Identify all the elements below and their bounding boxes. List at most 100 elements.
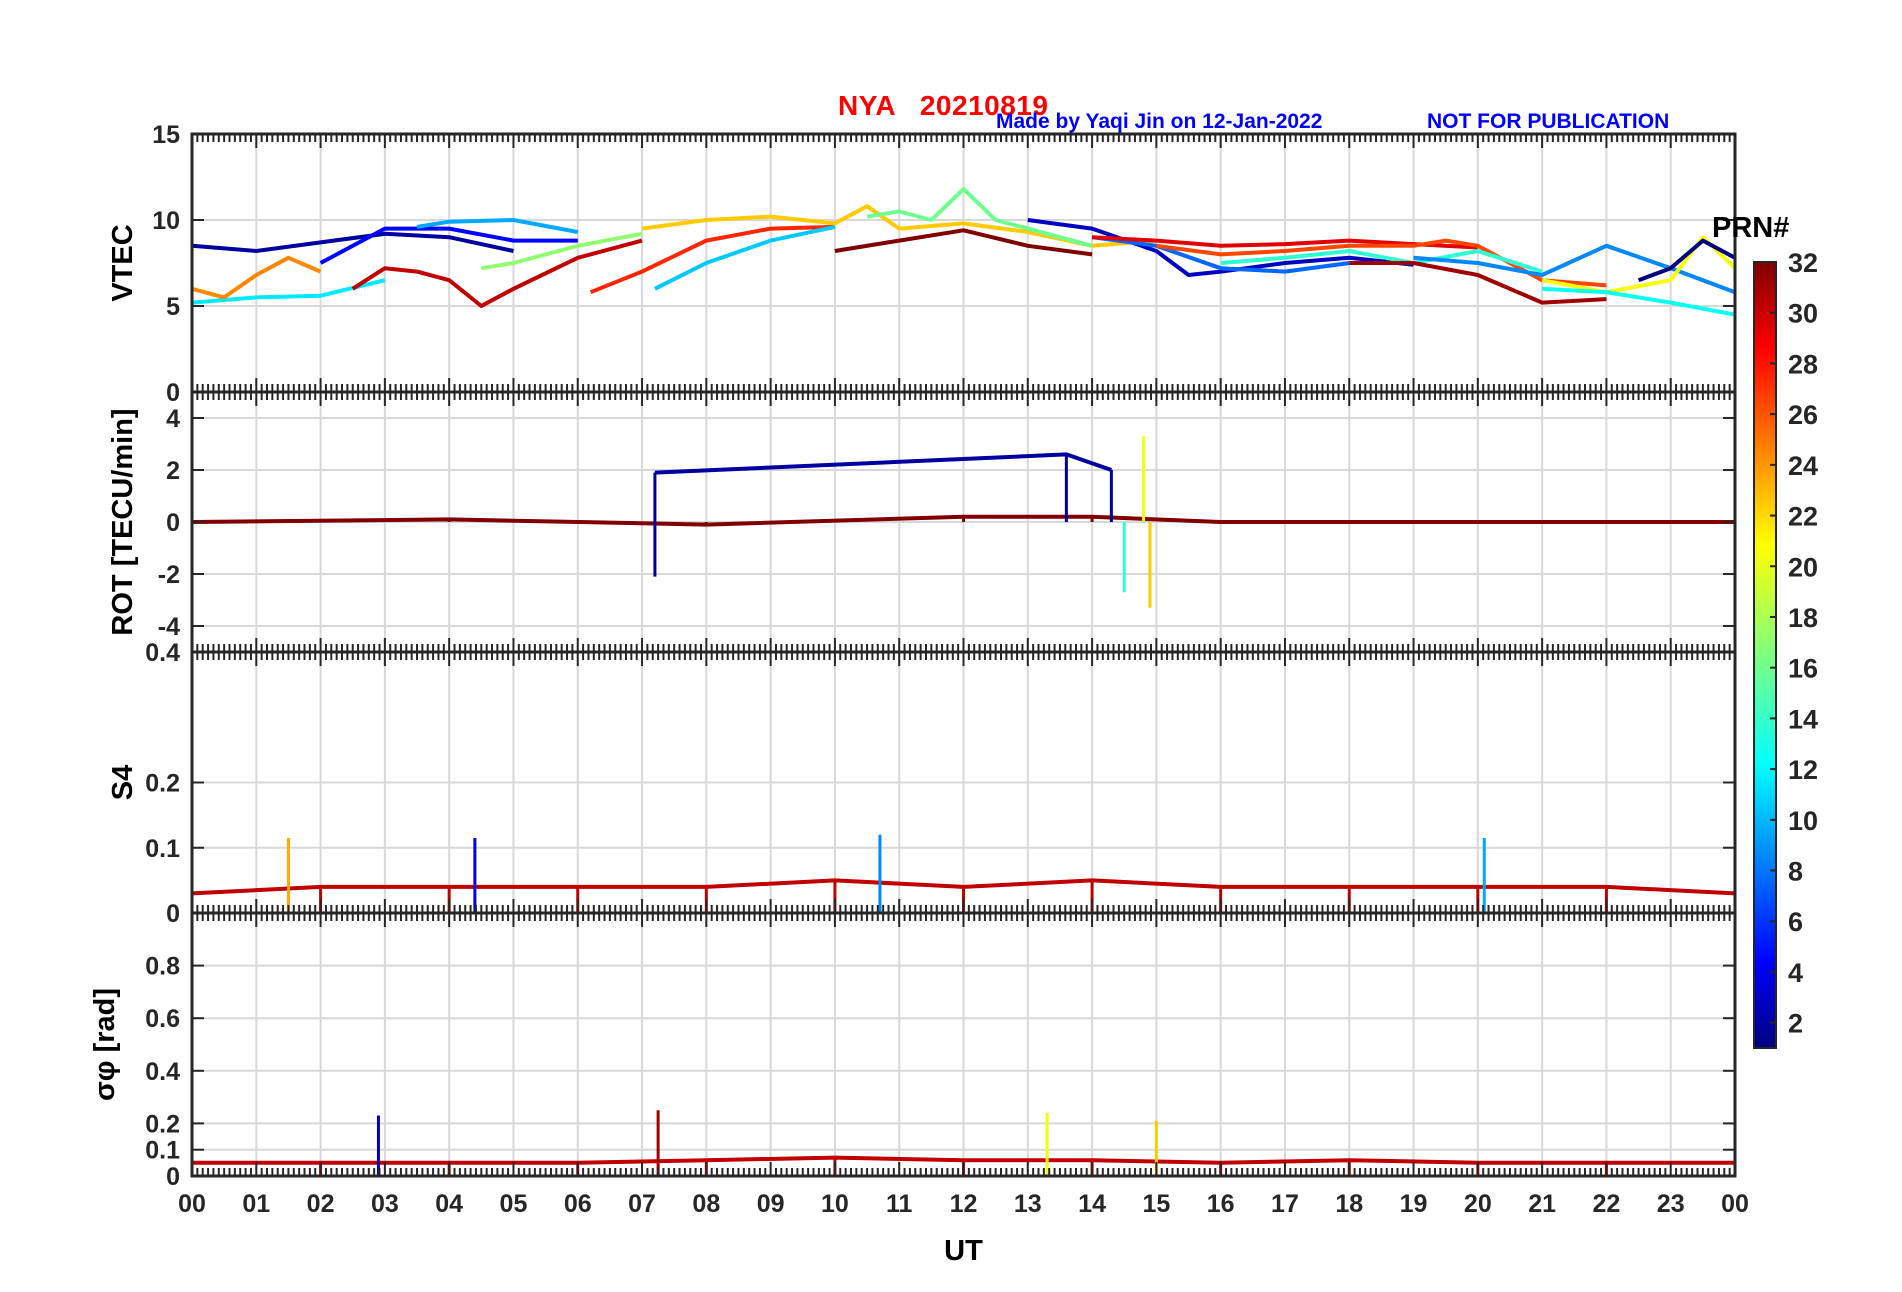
y-tick-label: -2 xyxy=(158,561,180,589)
series-prn-9 xyxy=(1413,243,1736,295)
y-tick-label: 0.1 xyxy=(145,835,180,863)
colorbar-tick-label: 10 xyxy=(1788,806,1818,836)
y-tick-label: -4 xyxy=(158,613,180,641)
x-tick-label: 17 xyxy=(1271,1190,1299,1218)
x-tick-label: 10 xyxy=(821,1190,849,1218)
y-tick-label: 0 xyxy=(166,900,180,928)
panel-sigma_phi: 00.10.2 0.4 0.6 0.8 σφ [rad] xyxy=(89,911,1737,1191)
x-axis-label: UT xyxy=(944,1235,983,1267)
colorbar-gradient xyxy=(1753,261,1777,1049)
x-axis-labels: 00 01 02 03 04 05 06 07 08 09 10 11 12 13 14 15 16 17 18 19… xyxy=(178,1190,1749,1267)
colorbar-tick-label: 12 xyxy=(1788,755,1818,785)
colorbar-tick-label: 6 xyxy=(1788,907,1803,937)
y-tick-label: 4 xyxy=(166,405,180,433)
x-tick-label: 05 xyxy=(500,1190,528,1218)
y-axis-label: VTEC xyxy=(107,224,139,301)
y-tick-label: 10 xyxy=(152,207,180,235)
x-tick-label: 19 xyxy=(1400,1190,1428,1218)
series-prn-31 xyxy=(1349,261,1607,305)
x-tick-label: 16 xyxy=(1207,1190,1235,1218)
y-tick-label: 0 xyxy=(166,1163,180,1191)
series-prn-17 xyxy=(480,231,643,271)
panel-s4: 0 0.1 0.2 0.4 S4 xyxy=(107,639,1737,928)
station-label: NYA xyxy=(838,90,896,121)
series-prn-32 xyxy=(191,514,1735,527)
colorbar-tick-label: 30 xyxy=(1788,299,1818,329)
series-prn-12 xyxy=(191,278,386,305)
colorbar-tick-label: 26 xyxy=(1788,400,1818,430)
x-tick-label: 04 xyxy=(435,1190,463,1218)
series-prn-10 xyxy=(416,218,579,234)
x-tick-label: 07 xyxy=(628,1190,656,1218)
y-tick-label: 0.8 xyxy=(145,953,180,981)
colorbar-tick-label: 28 xyxy=(1788,349,1818,379)
x-tick-label: 23 xyxy=(1657,1190,1685,1218)
x-tick-label: 00 xyxy=(178,1190,206,1218)
colorbar-tick-label: 2 xyxy=(1788,1009,1803,1039)
series-prn-2 xyxy=(191,231,514,253)
series-prn-1 xyxy=(1637,238,1736,283)
series-prn-11 xyxy=(654,224,836,291)
colorbar-tick-label: 4 xyxy=(1788,958,1803,988)
series-prn-5 xyxy=(319,226,578,265)
colorbar-tick-label: 18 xyxy=(1788,603,1818,633)
series-prn-20 xyxy=(1541,235,1737,295)
series-prn-3 xyxy=(1027,218,1414,277)
colorbar-title: PRN# xyxy=(1712,212,1790,244)
y-tick-label: 0.4 xyxy=(145,1058,180,1086)
y-tick-label: 0.2 xyxy=(145,770,180,798)
y-tick-label: 0.1 xyxy=(145,1137,180,1165)
y-tick-label: 0 xyxy=(166,509,180,537)
x-tick-label: 03 xyxy=(371,1190,399,1218)
x-tick-label: 13 xyxy=(1014,1190,1042,1218)
series-prn-30 xyxy=(351,238,643,308)
x-tick-label: 09 xyxy=(757,1190,785,1218)
colorbar-tick-label: 14 xyxy=(1788,704,1818,734)
colorbar-tick-label: 22 xyxy=(1788,502,1818,532)
x-tick-label: 01 xyxy=(242,1190,270,1218)
x-tick-label: 00 xyxy=(1721,1190,1749,1218)
x-tick-label: 11 xyxy=(886,1190,913,1218)
y-axis-label: ROT [TECU/min] xyxy=(107,408,139,635)
series-prn-24 xyxy=(191,255,322,300)
y-tick-label: 0.2 xyxy=(145,1110,180,1138)
y-tick-label: 0.4 xyxy=(145,639,180,667)
notice-text: NOT FOR PUBLICATION xyxy=(1427,110,1670,133)
y-tick-label: 5 xyxy=(166,293,180,321)
x-tick-label: 22 xyxy=(1593,1190,1621,1218)
panel-rot: -4 -2 0 2 4 ROT [TECU/min] xyxy=(107,390,1737,654)
series-prn-14 xyxy=(1220,249,1543,274)
date-label: 20210819 xyxy=(919,90,1049,121)
series-prn-32 xyxy=(834,228,1093,257)
x-tick-label: 02 xyxy=(307,1190,335,1218)
x-tick-label: 14 xyxy=(1078,1190,1106,1218)
series-prn-8 xyxy=(1091,235,1350,274)
x-tick-label: 08 xyxy=(692,1190,720,1218)
y-axis-label: S4 xyxy=(107,765,139,800)
series-prn-27 xyxy=(589,224,835,295)
credit-text: Made by Yaqi Jin on 12-Jan-2022 xyxy=(996,110,1323,133)
colorbar-tick-label: 8 xyxy=(1788,857,1803,887)
colorbar-tick-label: 24 xyxy=(1788,451,1818,481)
y-tick-label: 0.6 xyxy=(145,1005,180,1033)
x-tick-label: 06 xyxy=(564,1190,592,1218)
x-tick-label: 20 xyxy=(1464,1190,1492,1218)
panel-vtec: 0 5 10 15 VTEC xyxy=(107,121,1737,407)
y-tick-label: 2 xyxy=(166,457,180,485)
chart-title: NYA 20210819 xyxy=(838,90,1048,122)
x-tick-label: 12 xyxy=(950,1190,978,1218)
series-prn-16 xyxy=(866,187,1093,248)
series-prn-26 xyxy=(1156,238,1607,288)
series-prn-13 xyxy=(1541,286,1736,317)
colorbar-tick-label: 32 xyxy=(1788,248,1818,278)
colorbar-tick-label: 16 xyxy=(1788,654,1818,684)
x-tick-label: 15 xyxy=(1142,1190,1170,1218)
x-tick-label: 18 xyxy=(1335,1190,1363,1218)
y-axis-label: σφ [rad] xyxy=(89,988,121,1101)
y-tick-label: 0 xyxy=(166,379,180,407)
colorbar-tick-label: 20 xyxy=(1788,552,1818,582)
x-tick-label: 21 xyxy=(1528,1190,1556,1218)
